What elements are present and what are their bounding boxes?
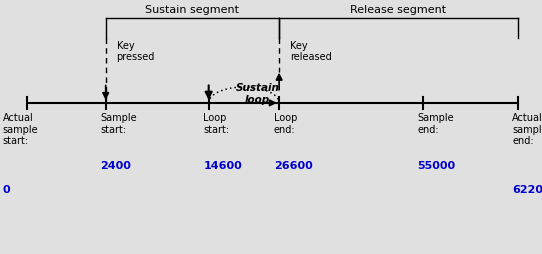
Text: 62200: 62200	[512, 185, 542, 195]
Text: Sample
start:: Sample start:	[100, 113, 137, 135]
Text: Loop
end:: Loop end:	[274, 113, 297, 135]
Text: Key
released: Key released	[290, 41, 332, 62]
Text: Sustain segment: Sustain segment	[145, 5, 240, 15]
Text: 55000: 55000	[417, 161, 455, 171]
Text: Sustain
loop: Sustain loop	[236, 83, 279, 105]
Text: 2400: 2400	[100, 161, 131, 171]
Text: Key
pressed: Key pressed	[117, 41, 155, 62]
Text: 14600: 14600	[203, 161, 242, 171]
Text: 0: 0	[3, 185, 10, 195]
Text: Loop
start:: Loop start:	[203, 113, 229, 135]
Text: Sample
end:: Sample end:	[417, 113, 454, 135]
Text: Release segment: Release segment	[350, 5, 447, 15]
Text: 26600: 26600	[274, 161, 312, 171]
Text: Actual
sample
end:: Actual sample end:	[512, 113, 542, 146]
Text: Actual
sample
start:: Actual sample start:	[3, 113, 38, 146]
